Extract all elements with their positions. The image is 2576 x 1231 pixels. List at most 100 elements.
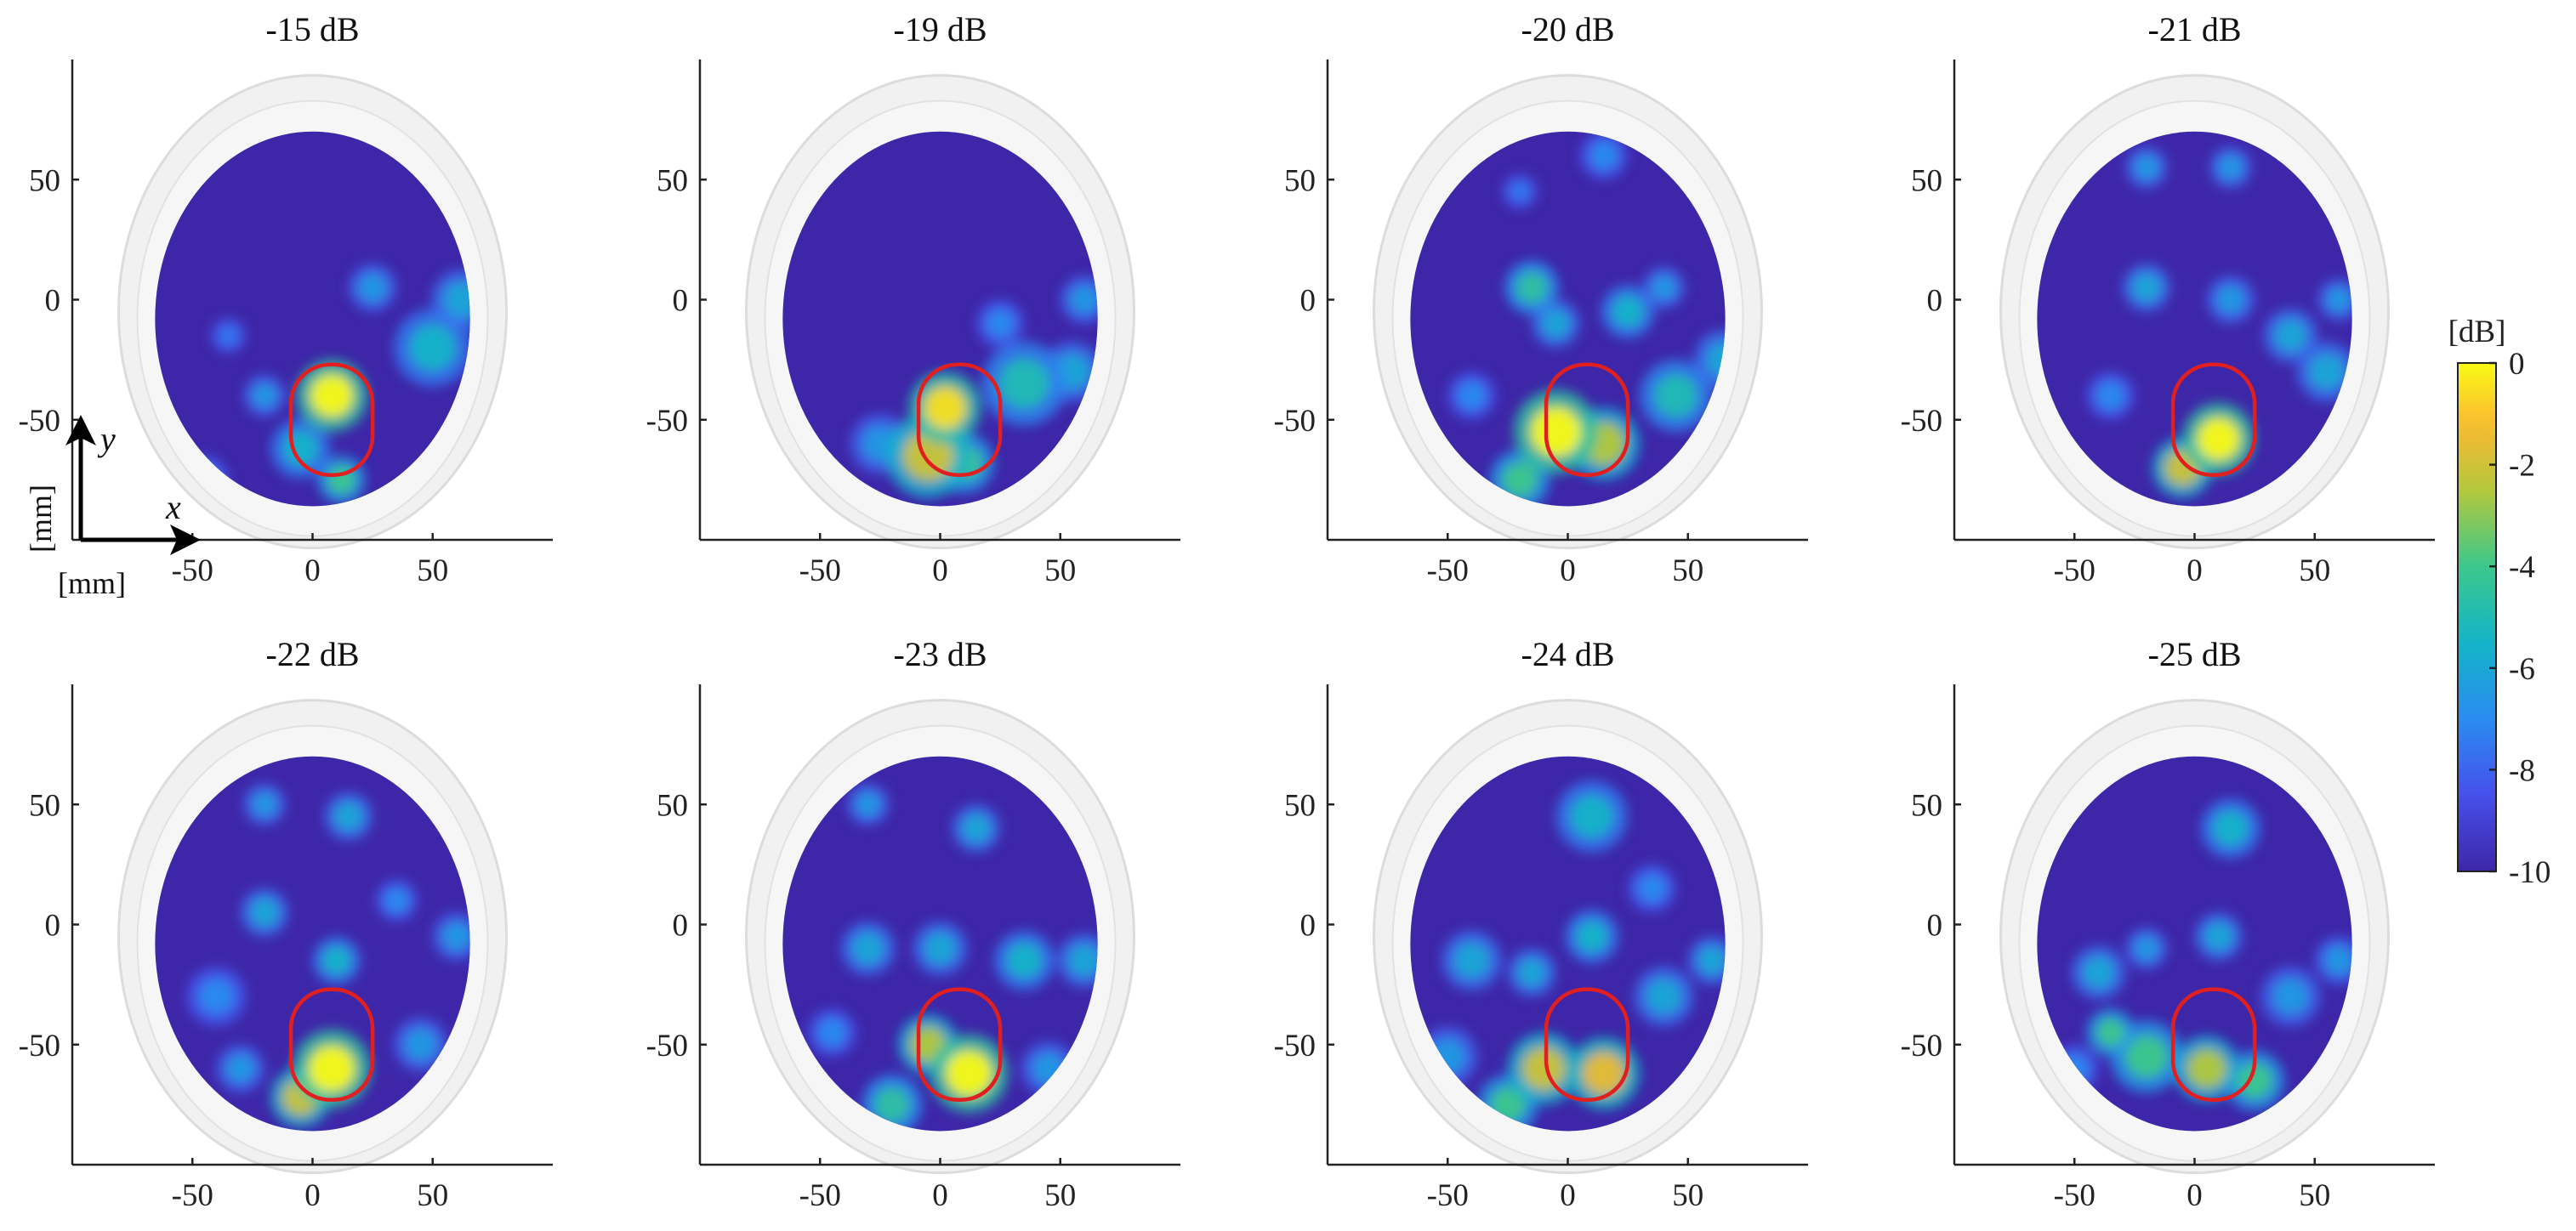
brain-map	[1410, 756, 1726, 1132]
hotspot-core	[2272, 979, 2309, 1015]
x-tick-label: -50	[1427, 1178, 1469, 1213]
hotspot-core	[924, 932, 957, 965]
y-axis-name: y	[97, 420, 116, 458]
x-tick-label: 50	[417, 1178, 448, 1213]
roi-outline	[288, 987, 375, 1102]
hotspot-core	[1646, 979, 1682, 1015]
y-tick-label: 50	[29, 788, 60, 823]
x-tick-label: 0	[2186, 553, 2203, 588]
colorbar-tick-label: -10	[2509, 855, 2550, 890]
y-tick-label: 50	[1911, 788, 1942, 823]
hotspot-core	[2132, 273, 2161, 303]
hotspot-core	[1654, 374, 1698, 417]
panel-2: -19 dB -50 0 50 50 0 -50	[646, 10, 1180, 588]
hotspot-core	[442, 922, 470, 951]
panel-4: -21 dB -50 0 50 50 0 -50	[1901, 10, 2435, 588]
hotspot-core	[252, 383, 277, 409]
y-tick-label: -50	[19, 404, 60, 439]
y-arrowhead	[65, 415, 96, 445]
y-axis-unit: [mm]	[24, 485, 58, 553]
hotspot-layer	[2086, 146, 2352, 498]
x-tick-label: 50	[417, 553, 448, 588]
panel-title: -24 dB	[1521, 635, 1615, 673]
x-tick-label: -50	[172, 553, 213, 588]
hotspot-core	[2218, 155, 2243, 180]
y-tick-label: 0	[1300, 909, 1316, 944]
hotspot-core	[308, 1045, 355, 1092]
roi-outline	[288, 362, 375, 477]
hotspot-layer	[2050, 798, 2352, 1111]
y-tick-label: 0	[45, 284, 61, 319]
hotspot-core	[310, 374, 354, 417]
colorbar-label: [dB]	[2448, 315, 2506, 349]
hotspot-core	[198, 979, 235, 1015]
panel-8: -25 dB -50 0 50 50 0 -50	[1901, 635, 2435, 1213]
hotspot-core	[1509, 180, 1531, 203]
hotspot-core	[1697, 945, 1726, 975]
hotspot-core	[1515, 271, 1549, 304]
hotspot-core	[1067, 944, 1098, 977]
hotspot-core	[2236, 1062, 2273, 1099]
hotspot-core	[1575, 920, 1608, 953]
y-tick-label: 0	[673, 909, 689, 944]
x-tick-label: 0	[932, 1178, 948, 1213]
hotspot-core	[2204, 922, 2233, 951]
x-tick-label: 50	[1044, 553, 1076, 588]
y-tick-label: 50	[657, 788, 688, 823]
hotspot-layer	[186, 783, 470, 1128]
colorbar-tick-label: -8	[2509, 753, 2535, 788]
panel-title: -21 dB	[2148, 10, 2242, 48]
panel-title: -25 dB	[2148, 635, 2242, 673]
x-tick-label: -50	[2054, 553, 2095, 588]
hotspot-core	[817, 1018, 847, 1047]
x-arrowhead	[170, 525, 201, 555]
hotspot-core	[2215, 285, 2245, 315]
brain-map	[155, 756, 470, 1132]
hotspot-core	[443, 281, 470, 318]
y-tick-label: 0	[1927, 909, 1943, 944]
hotspot-core	[384, 888, 410, 914]
brain-map	[782, 756, 1098, 1132]
colorbar-tick-label: 0	[2509, 347, 2525, 382]
panel-5: -22 dB -50 0 50 50 0 -50	[19, 635, 553, 1213]
roi-outline	[916, 987, 1003, 1102]
x-tick-label: 0	[304, 1178, 321, 1213]
hotspot-core	[409, 324, 457, 372]
panel-1: -15 dB -50 0 50 50 0 -50	[19, 10, 553, 588]
hotspot-core	[404, 1028, 437, 1061]
hotspot-core	[2134, 935, 2159, 962]
y-tick-label: 50	[1284, 163, 1316, 198]
hotspot-core	[1612, 295, 1645, 328]
y-tick-label: 50	[1284, 788, 1316, 823]
hotspot-core	[2326, 286, 2351, 313]
x-tick-label: -50	[172, 1178, 213, 1213]
x-tick-label: 50	[1672, 1178, 1703, 1213]
brain-map	[2037, 131, 2352, 507]
x-tick-label: 0	[1560, 553, 1576, 588]
hotspot-core	[2095, 381, 2125, 411]
hotspot-core	[1070, 285, 1098, 315]
panel-3: -20 dB -50 0 50 50 0 -50	[1274, 10, 1808, 588]
roi-outline	[1544, 987, 1630, 1102]
hotspot-core	[217, 325, 240, 347]
hotspot-core	[1501, 462, 1538, 498]
roi-outline	[1544, 362, 1630, 477]
y-tick-label: 0	[1300, 284, 1316, 319]
hotspot-core	[2095, 1018, 2125, 1047]
roi-outline	[2170, 362, 2257, 477]
colorbar-body	[2457, 362, 2497, 872]
hotspot-core	[2308, 354, 2346, 390]
x-tick-label: -50	[2054, 1178, 2095, 1213]
y-tick-label: -50	[1901, 1029, 1942, 1064]
panel-title: -23 dB	[894, 635, 987, 673]
hotspot-core	[321, 945, 351, 975]
y-tick-label: 0	[1927, 284, 1943, 319]
hotspot-core	[855, 791, 881, 818]
brain-map	[2037, 756, 2352, 1132]
hotspot-core	[1589, 141, 1618, 170]
hotspot-layer	[1447, 131, 1726, 507]
x-tick-label: -50	[799, 1178, 841, 1213]
hotspot-core	[923, 386, 967, 430]
y-tick-label: -50	[1274, 404, 1316, 439]
